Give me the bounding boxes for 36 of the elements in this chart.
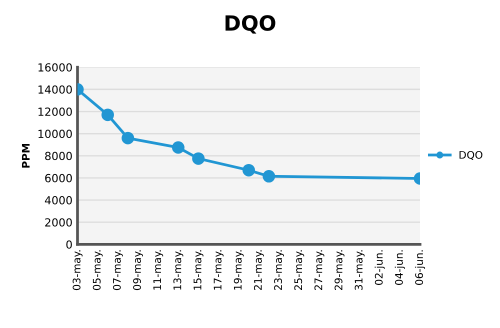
y-tick-label: 16000 xyxy=(38,63,72,72)
y-tick-label: 10000 xyxy=(38,130,72,138)
x-tick-label: 11-may. xyxy=(153,250,164,290)
x-tick-label: 04-jun. xyxy=(394,250,405,285)
y-tick-label: 6000 xyxy=(45,174,72,182)
x-tick-label: 07-may. xyxy=(112,250,123,290)
x-tick-label: 13-may. xyxy=(173,250,184,290)
x-tick-label: 23-may. xyxy=(274,250,284,290)
y-tick-label: 14000 xyxy=(38,85,72,94)
x-tick-label: 15-may. xyxy=(194,250,204,290)
point xyxy=(192,152,205,165)
y-tick-label: 4000 xyxy=(44,196,72,204)
x-tick-label: 25-may. xyxy=(294,250,304,290)
x-tick-label: 31-may. xyxy=(354,250,365,290)
point xyxy=(242,164,255,176)
x-tick-label: 02-jun. xyxy=(374,250,385,285)
x-tick-label: 21-may. xyxy=(254,250,264,290)
point xyxy=(172,141,184,154)
x-tick-label: 27-may. xyxy=(314,250,324,290)
x-tick-label: 05-may. xyxy=(92,250,103,290)
y-axis-title: PPM xyxy=(22,144,30,168)
x-tick-label: 19-may. xyxy=(234,250,244,290)
legend-label: DQO xyxy=(460,150,482,160)
x-tick-label: 29-may. xyxy=(334,250,344,290)
point xyxy=(101,108,114,122)
x-tick-label: 09-may. xyxy=(133,250,143,290)
y-tick-label: 8000 xyxy=(45,152,72,160)
x-tick-label: 03-may. xyxy=(72,250,83,290)
y-tick-label: 2000 xyxy=(45,218,72,227)
x-tick-label: 17-may. xyxy=(214,250,224,290)
y-tick-label: 0 xyxy=(66,240,72,249)
x-tick-label: 06-jun. xyxy=(414,250,426,285)
y-tick-label: 12000 xyxy=(38,107,72,116)
point xyxy=(122,132,134,144)
chart-title: DQO xyxy=(226,15,276,34)
point xyxy=(262,170,276,183)
